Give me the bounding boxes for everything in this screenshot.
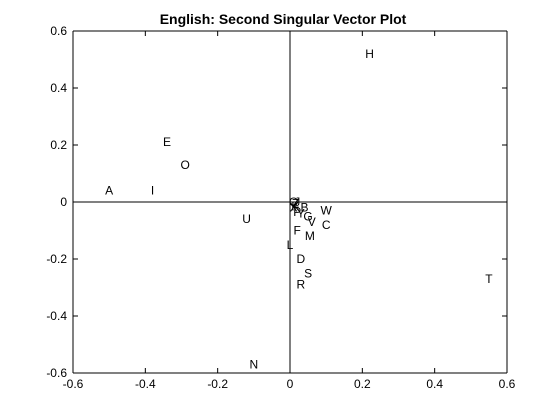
data-point-o: O	[180, 158, 189, 172]
data-point-v: V	[308, 215, 316, 229]
data-point-h: H	[365, 47, 374, 61]
data-point-k: K	[291, 199, 299, 213]
data-point-p: P	[293, 205, 301, 219]
data-point-i: I	[151, 184, 154, 198]
y-tick-label: -0.6	[46, 366, 67, 380]
data-point-e: E	[163, 135, 171, 149]
origin-axis-lines	[73, 31, 507, 373]
y-tick-label: 0	[60, 195, 67, 209]
data-point-l: L	[287, 238, 294, 252]
chart-title: English: Second Singular Vector Plot	[160, 11, 407, 27]
x-tick-label: -0.6	[63, 377, 84, 391]
data-point-u: U	[242, 212, 251, 226]
data-point-w: W	[321, 204, 333, 218]
data-point-m: M	[305, 229, 315, 243]
data-point-b: B	[300, 201, 308, 215]
x-tick-label: 0.4	[426, 377, 443, 391]
data-point-t: T	[485, 272, 493, 286]
data-point-r: R	[297, 278, 306, 292]
data-point-f: F	[294, 224, 301, 238]
data-point-y: Y	[297, 206, 305, 220]
y-tick-label: -0.4	[46, 309, 67, 323]
x-tick-label: 0	[287, 377, 294, 391]
y-tick-label: -0.2	[46, 252, 67, 266]
data-point-g: G	[303, 209, 312, 223]
data-point-q: Q	[289, 195, 298, 209]
data-point-s: S	[304, 266, 312, 280]
x-tick-label: -0.2	[207, 377, 228, 391]
data-point-z: Z	[292, 196, 299, 210]
tick-group: -0.6 -0.4 -0.2 0 0.2 0.4 0.6 0.6 0.4 0.2 0 -0.2 -0.4…	[46, 24, 515, 391]
y-tick-label: 0.6	[50, 24, 67, 38]
x-tick-label: 0.2	[354, 377, 371, 391]
y-tick-label: 0.4	[50, 81, 67, 95]
data-point-a: A	[105, 184, 113, 198]
data-point-n: N	[249, 357, 258, 371]
y-tick-label: 0.2	[50, 138, 67, 152]
x-tick-label: 0.6	[499, 377, 516, 391]
data-point-x: X	[290, 201, 298, 215]
data-point-j: J	[294, 195, 300, 209]
data-point-d: D	[297, 252, 306, 266]
data-point-c: C	[322, 218, 331, 232]
x-tick-label: -0.4	[135, 377, 156, 391]
